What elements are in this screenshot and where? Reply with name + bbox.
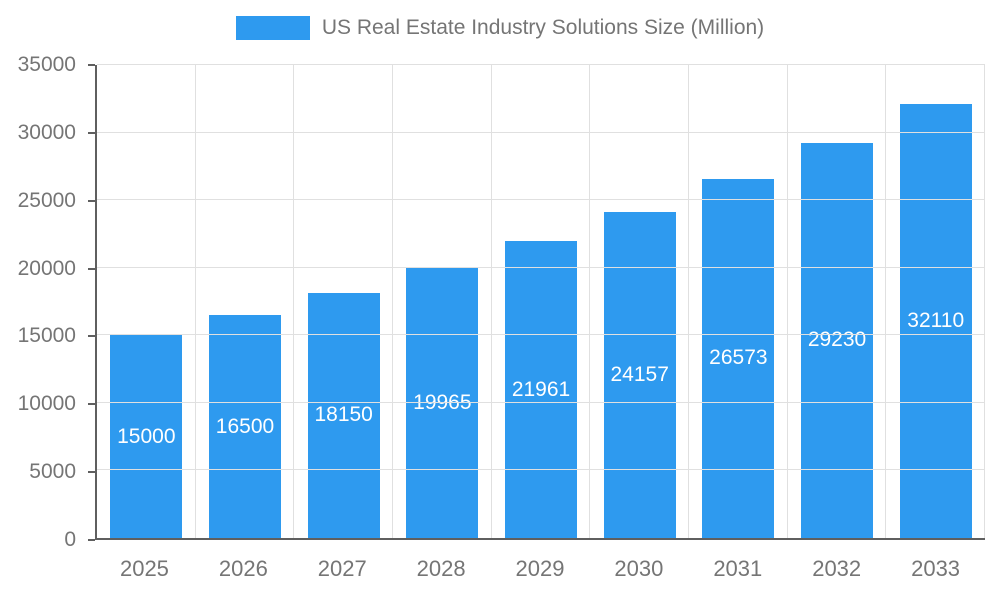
v-gridline [885, 65, 887, 538]
h-gridline [97, 266, 985, 268]
v-gridline [984, 65, 985, 538]
bars-container: 15000 16500 18150 19965 21961 24157 26573 29230… [97, 65, 985, 538]
x-tick-label: 2032 [812, 556, 862, 581]
y-tick-mark [88, 471, 95, 474]
bar-band: 32110 [886, 65, 985, 538]
v-gridline [391, 65, 393, 538]
bar: 15000 [110, 335, 183, 538]
bar-value-label: 15000 [117, 424, 176, 448]
x-tick-label: 2028 [416, 556, 466, 581]
v-gridline [293, 65, 295, 538]
legend-swatch [235, 16, 310, 40]
y-tick-label: 5000 [29, 460, 76, 484]
bar-band: 16500 [196, 65, 295, 538]
bar-value-label: 32110 [907, 309, 965, 333]
v-gridline [786, 65, 788, 538]
y-tick-mark [88, 267, 95, 270]
x-tick-label: 2031 [713, 556, 763, 581]
h-gridline [97, 199, 985, 201]
y-tick-label: 15000 [17, 324, 76, 348]
bar-band: 19965 [393, 65, 492, 538]
y-axis: 0 5000 10000 15000 20000 25000 30000 35000 [0, 53, 95, 551]
bar: 24157 [603, 211, 676, 538]
plot-area: 15000 16500 18150 19965 21961 24157 26573 29230… [95, 64, 985, 540]
y-tick-mark [88, 199, 95, 202]
bar-band: 29230 [788, 65, 887, 538]
bar-value-label: 29230 [807, 328, 867, 352]
x-tick-label: 2025 [119, 556, 169, 581]
bar-band: 15000 [97, 65, 196, 538]
bar: 19965 [406, 268, 479, 538]
x-tick-label: 2029 [515, 556, 565, 581]
y-tick-mark [88, 64, 95, 66]
y-tick-label: 20000 [17, 256, 76, 280]
h-gridline [97, 469, 985, 471]
x-tick-label: 2027 [317, 556, 367, 581]
v-gridline [490, 65, 492, 538]
x-axis: 2025 2026 2027 2028 2029 2030 2031 2032 2033 [95, 556, 985, 582]
legend-label: US Real Estate Industry Solutions Size (… [321, 16, 765, 39]
y-tick-mark [88, 539, 95, 541]
y-tick-mark [88, 403, 95, 406]
h-gridline [97, 401, 985, 403]
y-tick-mark [88, 335, 95, 338]
x-tick-label: 2026 [218, 556, 268, 581]
bar-value-label: 26573 [709, 346, 768, 370]
bar-value-label: 24157 [610, 362, 669, 386]
bar-value-label: 16500 [215, 414, 275, 438]
h-gridline [97, 64, 985, 65]
h-gridline [97, 131, 985, 133]
bar-value-label: 18150 [314, 403, 373, 427]
bar-band: 18150 [294, 65, 393, 538]
bar: 26573 [702, 178, 775, 538]
bar-value-label: 21961 [511, 377, 571, 401]
bar: 16500 [209, 315, 282, 538]
v-gridline [687, 65, 689, 538]
y-tick-label: 30000 [17, 120, 76, 144]
bar: 21961 [505, 241, 578, 538]
y-tick-label: 25000 [17, 188, 76, 212]
x-tick-label: 2033 [911, 556, 961, 581]
v-gridline [589, 65, 591, 538]
v-gridline [194, 65, 196, 538]
y-tick-mark [88, 131, 95, 134]
bar-band: 26573 [689, 65, 788, 538]
bar: 18150 [307, 292, 380, 538]
bar-band: 21961 [492, 65, 591, 538]
bar: 29230 [801, 142, 874, 538]
y-tick-label: 0 [64, 528, 76, 551]
bar: 32110 [899, 104, 972, 538]
x-tick-label: 2030 [614, 556, 664, 581]
bar-band: 24157 [590, 65, 689, 538]
bar-value-label: 19965 [413, 391, 472, 415]
chart-legend: US Real Estate Industry Solutions Size (… [0, 16, 1000, 40]
h-gridline [97, 334, 985, 336]
y-tick-label: 35000 [17, 53, 76, 76]
y-tick-label: 10000 [17, 392, 76, 416]
